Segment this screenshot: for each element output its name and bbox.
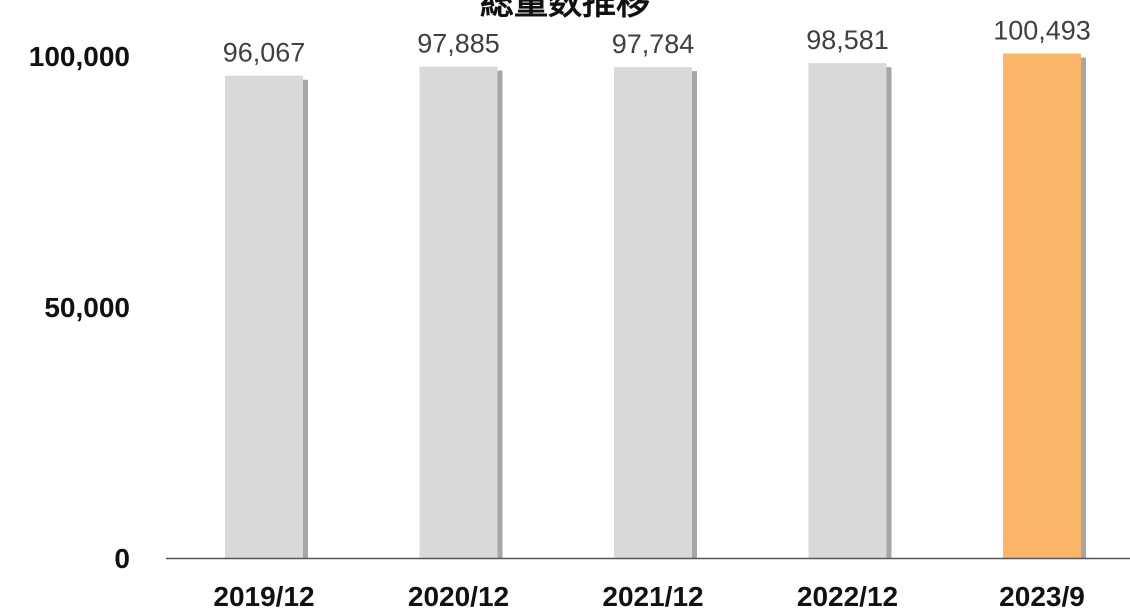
- bar: [1003, 53, 1081, 558]
- data-label: 98,581: [806, 25, 889, 55]
- x-tick-label: 2023/9: [999, 581, 1085, 612]
- data-label: 97,885: [417, 29, 500, 59]
- y-axis-ticks: 0 50,000 100,000: [29, 41, 130, 574]
- bar: [808, 63, 887, 558]
- x-tick-label: 2020/12: [408, 581, 509, 612]
- x-axis-ticks: 2019/12 2020/12 2021/12 2022/12 2023/9: [213, 581, 1084, 612]
- bar: [614, 67, 692, 558]
- chart-title: 総量数推移: [480, 0, 650, 22]
- bar-shadow: [303, 79, 308, 559]
- bar-shadow: [886, 67, 892, 558]
- data-label: 97,784: [612, 29, 695, 59]
- bar-shadow: [497, 70, 503, 558]
- y-tick-label: 50,000: [44, 292, 130, 323]
- x-tick-label: 2022/12: [797, 581, 898, 612]
- bars: [225, 53, 1086, 559]
- x-tick-label: 2019/12: [213, 581, 314, 612]
- bar: [225, 75, 303, 559]
- x-tick-label: 2021/12: [602, 581, 703, 612]
- y-tick-label: 100,000: [29, 41, 130, 72]
- data-label: 100,493: [993, 16, 1091, 46]
- bar-shadow: [1081, 57, 1086, 558]
- bar-shadow: [692, 71, 697, 558]
- data-label: 96,067: [223, 38, 306, 68]
- data-labels: 96,067 97,885 97,784 98,581 100,493: [223, 16, 1091, 68]
- y-tick-label: 0: [114, 543, 130, 574]
- bar: [419, 66, 498, 558]
